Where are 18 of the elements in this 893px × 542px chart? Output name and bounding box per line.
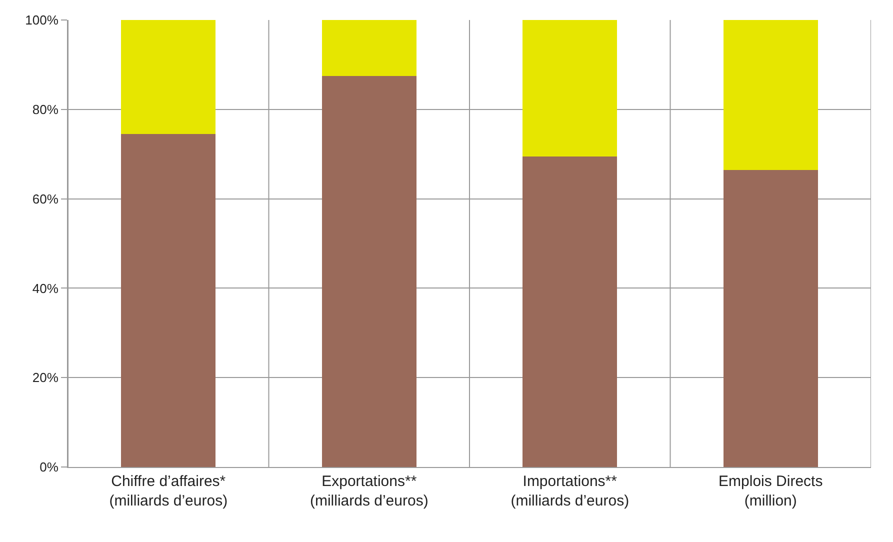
bar: [322, 76, 416, 467]
x-tick-label: Chiffre d’affaires* (milliards d’euros): [109, 473, 228, 510]
bar: [723, 170, 818, 467]
x-tick-label: Exportations** (milliards d’euros): [310, 473, 428, 510]
bar: [121, 134, 216, 467]
y-tick-label: 60%: [32, 191, 59, 206]
bar: [723, 20, 818, 170]
x-tick-label: Emplois Directs (million): [718, 473, 823, 510]
bar: [522, 156, 618, 467]
y-tick-label: 20%: [32, 370, 59, 386]
y-tick-label: 40%: [32, 280, 59, 296]
bar: [121, 20, 216, 134]
y-tick-label: 100%: [25, 12, 59, 28]
y-tick-label: 0%: [40, 460, 59, 475]
x-tick-label: Importations** (milliards d’euros): [510, 473, 630, 510]
y-tick-label: 80%: [32, 102, 59, 117]
bar: [322, 20, 416, 76]
bar: [522, 20, 618, 156]
